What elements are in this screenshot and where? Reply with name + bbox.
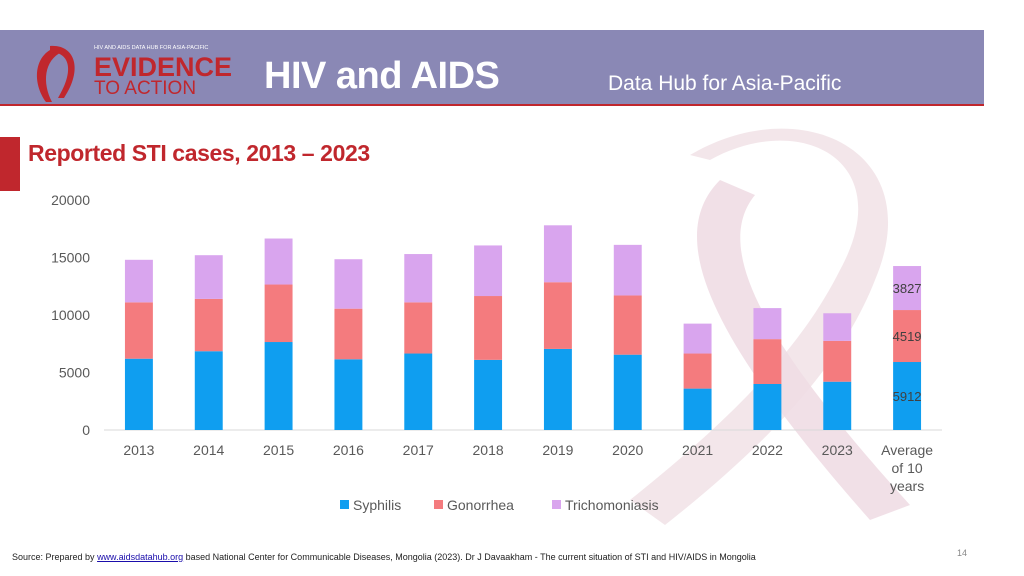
slide-title: Reported STI cases, 2013 – 2023 — [28, 140, 370, 166]
y-tick-label: 20000 — [51, 192, 90, 208]
title-accent-bar — [0, 137, 20, 191]
x-tick-label: 2020 — [612, 442, 643, 458]
bar-gonorrhea — [823, 340, 852, 382]
header-subtitle: Data Hub for Asia-Pacific — [608, 72, 842, 95]
logo-tagline: HIV AND AIDS DATA HUB FOR ASIA-PACIFIC — [94, 45, 208, 51]
source-suffix: based National Center for Communicable D… — [183, 552, 756, 562]
legend-swatch-gonorrhea — [434, 500, 443, 509]
data-label: 3827 — [893, 281, 922, 296]
bar-syphilis — [124, 358, 153, 430]
bar-syphilis — [753, 384, 782, 430]
x-tick-label: 2023 — [822, 442, 853, 458]
header-banner — [0, 30, 984, 106]
bar-trichomoniasis — [124, 259, 153, 303]
legend-label: Trichomoniasis — [565, 497, 659, 513]
y-tick-label: 0 — [82, 422, 90, 438]
data-label: 4519 — [893, 329, 922, 344]
legend-label: Gonorrhea — [447, 497, 514, 513]
bar-syphilis — [823, 381, 852, 430]
bar-syphilis — [613, 354, 642, 430]
bar-syphilis — [893, 362, 922, 430]
bar-trichomoniasis — [893, 266, 922, 311]
bar-syphilis — [334, 359, 363, 430]
x-tick-label: 2017 — [403, 442, 434, 458]
bar-trichomoniasis — [264, 238, 293, 285]
x-tick-label: 2018 — [473, 442, 504, 458]
page-number: 14 — [957, 548, 968, 558]
bar-syphilis — [404, 353, 433, 430]
bar-trichomoniasis — [194, 255, 223, 299]
bar-syphilis — [543, 348, 572, 430]
bar-trichomoniasis — [334, 259, 363, 309]
legend-swatch-syphilis — [340, 500, 349, 509]
bar-gonorrhea — [474, 296, 503, 360]
x-tick-label: 2021 — [682, 442, 713, 458]
x-tick-label: 2013 — [123, 442, 154, 458]
bar-gonorrhea — [753, 339, 782, 384]
x-tick-label: 2016 — [333, 442, 364, 458]
bar-gonorrhea — [683, 353, 712, 389]
data-label: 5912 — [893, 389, 922, 404]
bar-gonorrhea — [893, 310, 922, 363]
logo-to-action-text: TO ACTION — [94, 78, 196, 99]
bar-trichomoniasis — [613, 244, 642, 296]
header-title: HIV and AIDS — [264, 55, 500, 97]
bar-gonorrhea — [264, 284, 293, 343]
bar-gonorrhea — [613, 295, 642, 355]
source-link[interactable]: www.aidsdatahub.org — [97, 552, 184, 562]
source-note: Source: Prepared by www.aidsdatahub.org … — [12, 552, 756, 562]
bar-gonorrhea — [543, 282, 572, 349]
x-tick-label: 2014 — [193, 442, 224, 458]
bar-trichomoniasis — [474, 245, 503, 297]
bar-trichomoniasis — [543, 225, 572, 283]
bar-gonorrhea — [124, 302, 153, 359]
bar-syphilis — [683, 388, 712, 430]
bar-trichomoniasis — [683, 323, 712, 354]
y-tick-label: 5000 — [59, 365, 90, 381]
bar-syphilis — [264, 342, 293, 430]
x-tick-label: 2019 — [542, 442, 573, 458]
y-tick-label: 15000 — [51, 250, 90, 266]
x-tick-label: years — [890, 478, 924, 494]
y-tick-label: 10000 — [51, 307, 90, 323]
bar-gonorrhea — [334, 308, 363, 360]
bar-gonorrhea — [404, 302, 433, 354]
legend-label: Syphilis — [353, 497, 401, 513]
evidence-to-action-logo: HIV AND AIDS DATA HUB FOR ASIA-PACIFIC E… — [36, 45, 232, 102]
logo-evidence-text: EVIDENCE — [94, 52, 232, 82]
legend-swatch-trichomoniasis — [552, 500, 561, 509]
bar-gonorrhea — [194, 298, 223, 352]
source-prefix: Source: Prepared by — [12, 552, 95, 562]
bar-trichomoniasis — [823, 313, 852, 341]
red-ribbon-icon — [36, 48, 62, 102]
x-tick-label: Average — [881, 442, 933, 458]
bar-syphilis — [474, 359, 503, 430]
x-tick-label: 2015 — [263, 442, 294, 458]
bar-trichomoniasis — [404, 254, 433, 303]
x-tick-label: 2022 — [752, 442, 783, 458]
bar-trichomoniasis — [753, 308, 782, 340]
x-tick-label: of 10 — [892, 460, 923, 476]
bar-syphilis — [194, 351, 223, 430]
